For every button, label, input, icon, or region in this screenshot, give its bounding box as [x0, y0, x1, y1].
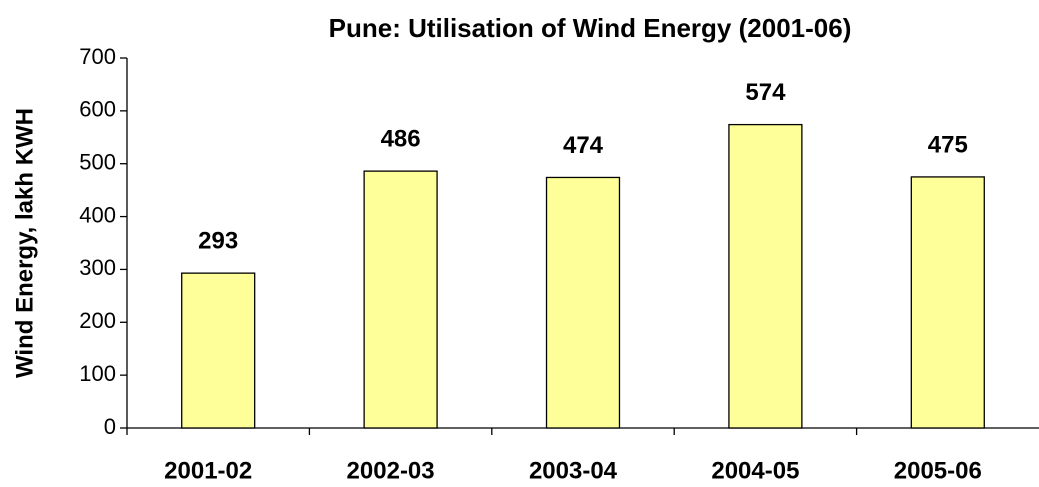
x-tick-label: 2005-06 [894, 457, 982, 484]
y-tick-label: 700 [79, 44, 116, 69]
data-label: 474 [563, 132, 604, 159]
bar [545, 176, 621, 429]
chart-title: Pune: Utilisation of Wind Energy (2001-0… [329, 13, 852, 43]
y-tick-label: 100 [79, 361, 116, 386]
data-label: 475 [928, 131, 968, 158]
y-tick-label: 400 [79, 202, 116, 227]
y-tick-label: 0 [104, 414, 116, 439]
data-label: 574 [745, 79, 786, 106]
y-tick-label: 600 [79, 97, 116, 122]
x-tick-label: 2001-02 [164, 457, 252, 484]
x-tick-label: 2002-03 [347, 457, 435, 484]
y-tick-label: 200 [79, 308, 116, 333]
bar [728, 123, 803, 429]
x-tick-label: 2004-05 [711, 457, 799, 484]
bar [910, 176, 985, 429]
y-axis-label: Wind Energy, lakh KWH [11, 108, 38, 378]
y-tick-label: 500 [79, 150, 116, 175]
y-tick-label: 300 [79, 255, 116, 280]
x-tick-label: 2003-04 [529, 457, 618, 484]
bar [363, 170, 438, 429]
bar [181, 272, 256, 429]
data-label: 293 [198, 227, 238, 254]
data-label: 486 [381, 125, 421, 152]
